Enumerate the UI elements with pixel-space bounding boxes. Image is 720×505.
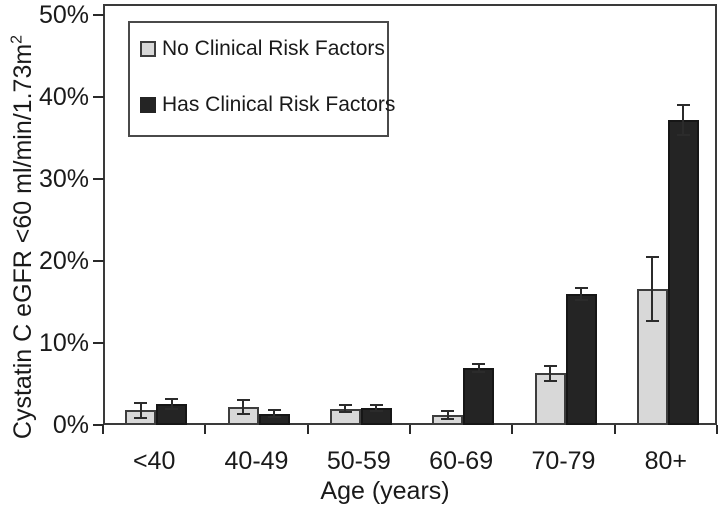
x-axis-tick <box>409 425 411 434</box>
error-bar <box>682 105 685 135</box>
error-bar <box>242 399 244 415</box>
legend-item-no-risk: No Clinical Risk Factors <box>140 37 385 61</box>
error-bar-cap <box>472 370 486 373</box>
legend-label-no-risk: No Clinical Risk Factors <box>162 37 385 60</box>
error-bar-cap <box>645 255 659 258</box>
error-bar <box>139 402 142 418</box>
x-axis-tick <box>613 425 616 434</box>
error-bar-cap <box>165 407 179 410</box>
error-bar-cap <box>236 413 250 416</box>
y-axis-tick-label: 0% <box>52 411 89 439</box>
y-axis-tick <box>93 14 104 16</box>
x-axis-category-label: 40-49 <box>224 447 289 475</box>
error-bar <box>170 398 173 409</box>
error-bar-cap <box>134 401 148 404</box>
error-bar-cap <box>338 410 352 413</box>
error-bar <box>446 411 449 420</box>
y-axis-tick <box>93 424 104 426</box>
error-bar <box>477 363 480 372</box>
error-bar <box>651 256 654 321</box>
error-bar-cap <box>338 404 352 407</box>
error-bar-cap <box>543 364 557 367</box>
bar-has-risk-60-69 <box>463 367 495 425</box>
error-bar-cap <box>676 133 690 136</box>
bar-has-risk-70-79 <box>565 293 597 425</box>
error-bar-cap <box>574 298 588 301</box>
x-axis-category-label: 80+ <box>644 447 688 475</box>
y-axis-tick-label: 10% <box>38 329 89 357</box>
x-axis-tick <box>102 425 104 434</box>
y-axis-tick-label: 50% <box>38 1 89 29</box>
x-axis-category-label: 50-59 <box>326 447 391 475</box>
x-axis-category-label: 70-79 <box>531 447 596 475</box>
error-bar-cap <box>441 418 455 421</box>
x-axis-title: Age (years) <box>320 477 450 505</box>
x-axis-tick <box>511 425 514 434</box>
error-bar-cap <box>267 415 281 418</box>
x-axis-category-label: 60-69 <box>429 447 494 475</box>
legend-item-has-risk: Has Clinical Risk Factors <box>140 93 395 117</box>
x-axis-tick <box>306 425 309 434</box>
legend: No Clinical Risk Factors Has Clinical Ri… <box>128 21 395 137</box>
y-axis-tick-label: 20% <box>38 247 89 275</box>
error-bar-cap <box>645 319 659 322</box>
legend-swatch-no-risk-icon <box>140 41 156 57</box>
error-bar-cap <box>574 287 588 290</box>
error-bar-cap <box>543 379 557 382</box>
y-axis-title: Cystatin C eGFR <60 ml/min/1.73m2 <box>8 6 38 468</box>
y-axis-tick <box>93 178 104 180</box>
error-bar <box>375 404 378 412</box>
y-axis-tick-label: 30% <box>38 165 89 193</box>
error-bar-cap <box>267 409 281 412</box>
error-bar-cap <box>165 397 179 400</box>
y-axis-title-superscript: 2 <box>8 34 26 44</box>
error-bar <box>549 365 551 381</box>
y-axis-tick <box>93 260 104 262</box>
x-axis-tick <box>204 425 207 434</box>
error-bar-cap <box>134 416 148 419</box>
error-bar-cap <box>676 104 690 107</box>
x-axis-tick <box>716 425 718 434</box>
y-axis-tick <box>93 342 104 344</box>
error-bar <box>344 405 347 412</box>
legend-swatch-has-risk-icon <box>140 97 156 113</box>
x-axis-category-label: <40 <box>132 447 176 475</box>
y-axis-tick-label: 40% <box>38 83 89 111</box>
y-axis-tick <box>93 96 104 98</box>
error-bar <box>580 288 582 300</box>
error-bar-cap <box>369 403 383 406</box>
legend-label-has-risk: Has Clinical Risk Factors <box>162 93 396 116</box>
error-bar-cap <box>236 398 250 401</box>
error-bar-cap <box>441 410 455 413</box>
error-bar-cap <box>369 410 383 413</box>
error-bar <box>273 410 275 417</box>
bar-has-risk-80+ <box>667 119 699 425</box>
error-bar-cap <box>472 362 486 365</box>
